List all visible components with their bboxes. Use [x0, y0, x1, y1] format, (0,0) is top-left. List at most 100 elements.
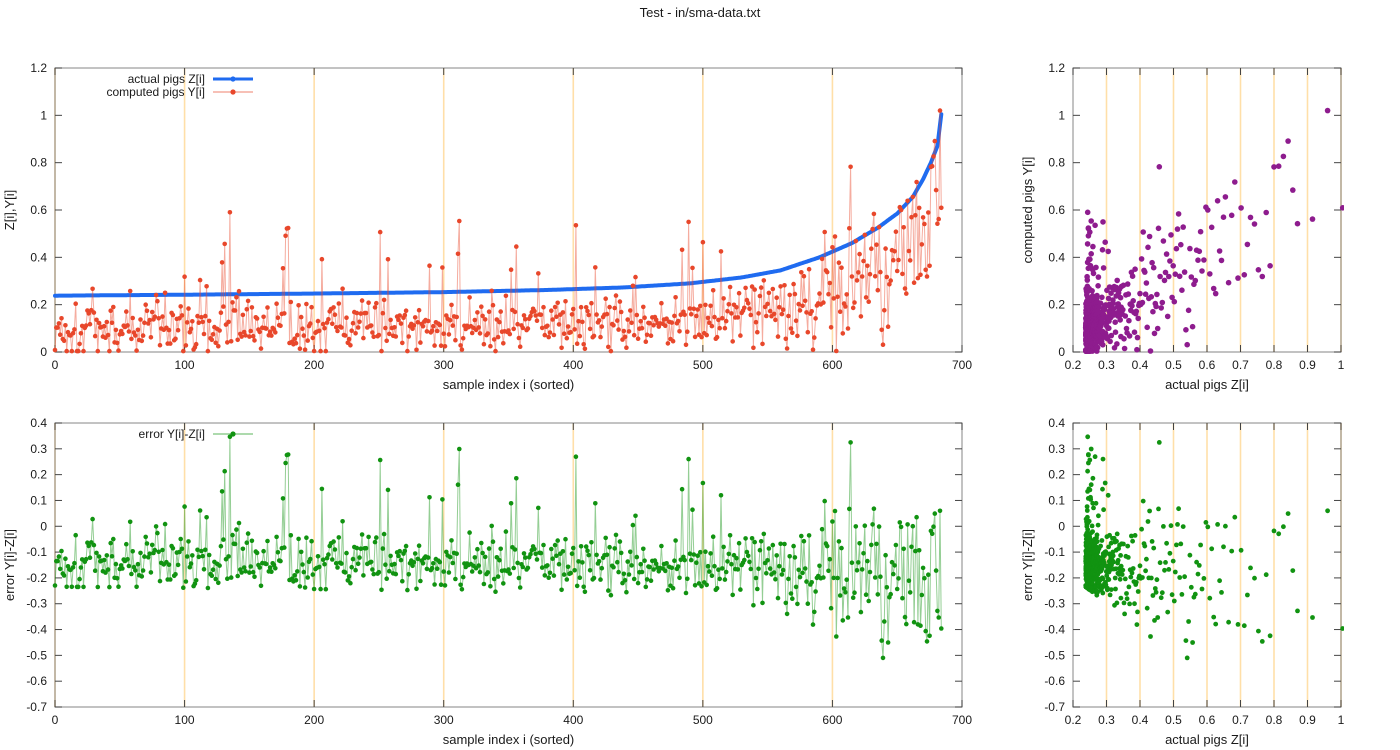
series-point: [475, 546, 480, 552]
series-point: [546, 575, 551, 580]
series-point: [192, 581, 198, 587]
series-point: [551, 332, 557, 338]
series-point: [1084, 277, 1091, 283]
series-point: [907, 258, 913, 263]
series-point: [644, 577, 650, 582]
series-point: [922, 221, 927, 227]
series-point: [155, 298, 160, 304]
series-point: [845, 615, 851, 620]
series-point: [1183, 638, 1189, 643]
series-point: [1114, 538, 1119, 544]
series-point: [204, 515, 209, 520]
series-point: [569, 312, 575, 317]
series-point: [629, 320, 634, 326]
series-point: [222, 468, 227, 474]
series-point: [340, 519, 345, 524]
x-tick-label: 200: [304, 358, 324, 372]
series-point: [837, 309, 843, 315]
legend-sample-point: [230, 89, 236, 95]
series-point: [301, 569, 307, 575]
series-point: [311, 348, 317, 354]
series-point: [723, 318, 729, 324]
series-point: [1221, 544, 1226, 550]
series-point: [111, 304, 116, 310]
series-point: [1088, 482, 1094, 488]
series-point: [722, 325, 728, 331]
series-point: [130, 549, 135, 554]
series-point: [804, 579, 809, 584]
series-point: [861, 551, 866, 556]
series-point: [628, 308, 633, 313]
series-point: [1091, 505, 1096, 511]
series-point: [96, 320, 102, 326]
series-point: [127, 519, 133, 525]
series-point: [598, 334, 603, 340]
series-point: [573, 223, 579, 228]
series-point: [63, 323, 68, 328]
series-point: [315, 554, 321, 559]
series-point: [1099, 564, 1105, 569]
series-point: [894, 268, 900, 274]
series-point: [1186, 619, 1191, 624]
series-point: [459, 347, 465, 352]
series-point: [714, 586, 720, 591]
series-point: [909, 214, 914, 220]
series-point: [1182, 574, 1187, 580]
series-point: [760, 600, 765, 606]
series-point: [766, 290, 772, 296]
series-point: [664, 561, 669, 566]
series-point: [183, 343, 189, 348]
series-point: [219, 260, 225, 265]
x-tick-label: 1: [1338, 358, 1345, 372]
series-point: [709, 573, 715, 578]
series-point: [848, 164, 853, 170]
series-point: [424, 329, 430, 334]
series-point: [1114, 341, 1120, 347]
series-point: [933, 187, 939, 193]
series-point: [258, 583, 264, 589]
series-point: [799, 270, 804, 275]
series-point: [125, 323, 130, 328]
series-point: [621, 328, 627, 334]
series-point: [1155, 225, 1162, 232]
series-point: [801, 273, 807, 279]
series-point: [1094, 344, 1101, 351]
series-point: [1085, 527, 1091, 532]
series-point: [874, 541, 879, 547]
series-point: [206, 552, 212, 558]
series-point: [675, 318, 681, 324]
series-point: [157, 342, 163, 348]
series-point: [1187, 245, 1193, 252]
series-point: [1106, 577, 1112, 582]
series-point: [705, 563, 711, 569]
series-point: [699, 584, 704, 589]
series-point: [267, 329, 273, 335]
series-point: [726, 551, 732, 557]
series-point: [1259, 273, 1266, 280]
series-point: [704, 332, 709, 338]
series-point: [315, 318, 321, 324]
series-point: [156, 549, 161, 555]
series-point: [1105, 248, 1111, 255]
series-point: [446, 570, 452, 575]
series-point: [603, 535, 608, 541]
series-point: [140, 333, 146, 338]
series-point: [556, 322, 562, 327]
x-axis-label-bl: sample index i (sorted): [443, 732, 575, 747]
series-point: [782, 541, 787, 547]
series-point: [795, 333, 800, 339]
series-point: [218, 543, 224, 549]
series-point: [564, 577, 570, 582]
y-tick-label: -0.4: [26, 623, 47, 637]
series-point: [859, 274, 865, 279]
series-point: [1214, 198, 1221, 204]
series-point: [1216, 248, 1223, 254]
series-point: [275, 315, 281, 321]
series-point: [1118, 553, 1123, 558]
series-point: [937, 108, 943, 113]
series-point: [140, 568, 146, 573]
series-point: [72, 560, 77, 566]
x-tick-label: 700: [952, 713, 972, 727]
series-point: [427, 263, 432, 269]
series-point: [384, 338, 390, 344]
